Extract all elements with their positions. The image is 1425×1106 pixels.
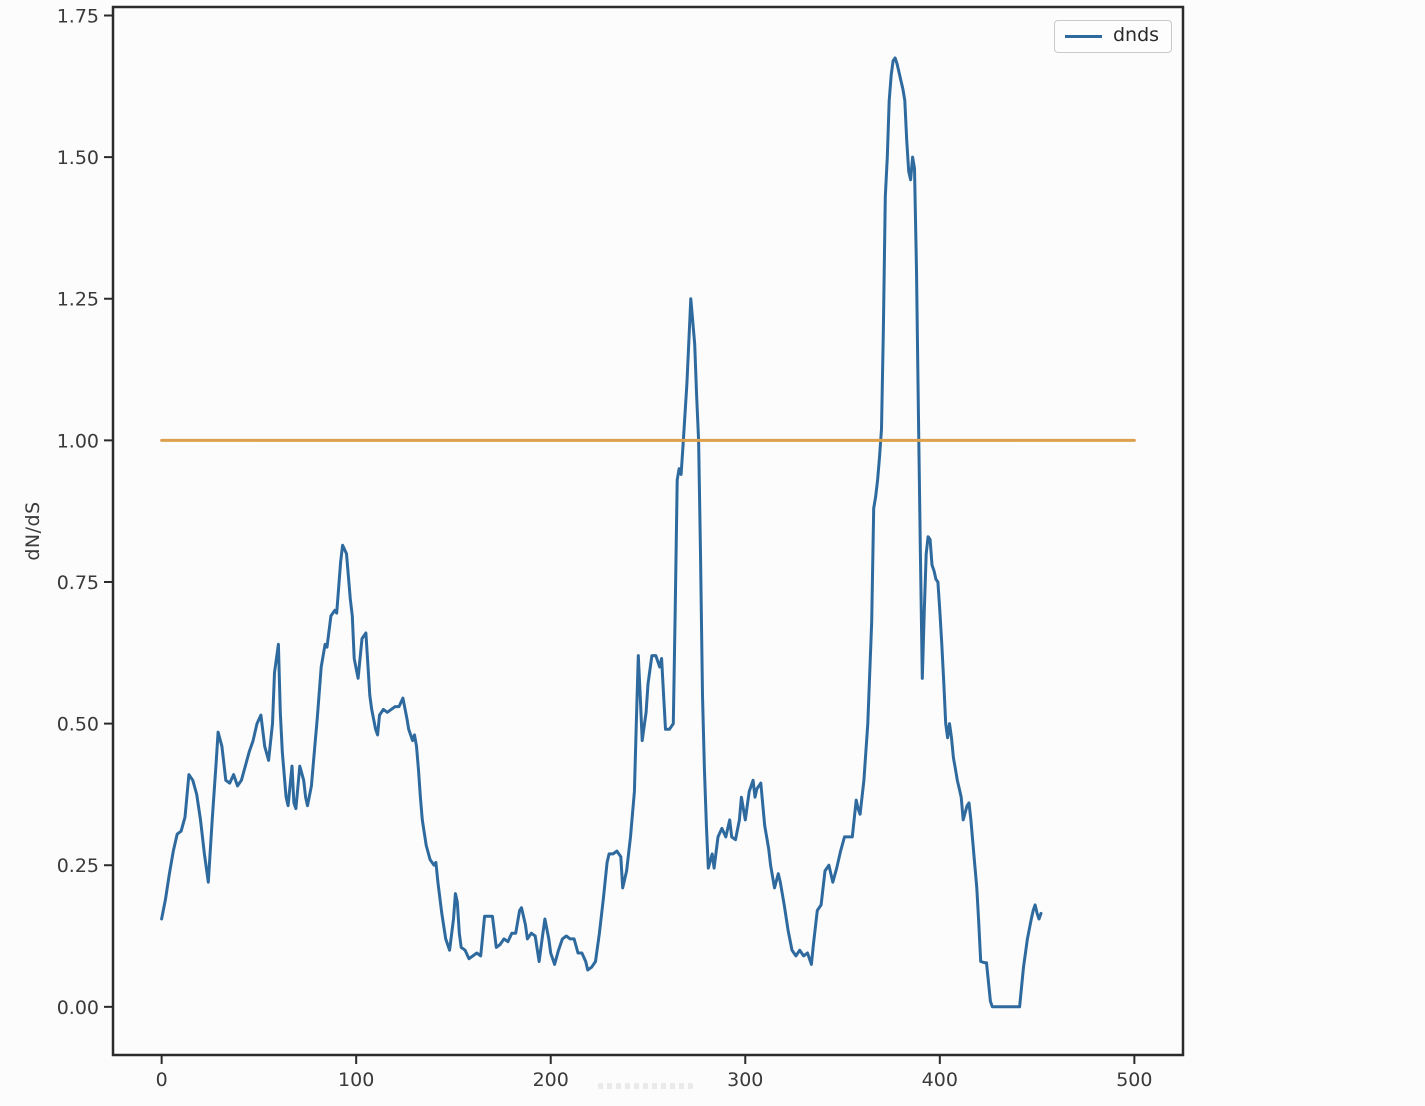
x-tick-label: 100	[338, 1069, 374, 1091]
plot-frame	[111, 5, 1185, 1057]
y-tick-label: 0.50	[57, 714, 99, 736]
y-tick-label: 0.00	[57, 997, 99, 1019]
x-tick-label: 200	[533, 1069, 569, 1091]
y-tick-label: 1.50	[57, 147, 99, 169]
x-tick-label: 300	[727, 1069, 763, 1091]
y-tick-label: 0.25	[57, 855, 99, 877]
legend-label: dnds	[1113, 24, 1160, 46]
y-tick-label: 1.75	[57, 5, 99, 27]
y-tick-label: 0.75	[57, 572, 99, 594]
series-dnds	[160, 56, 1043, 1009]
x-tick-label: 0	[156, 1069, 168, 1091]
y-axis-label: dN/dS	[22, 501, 44, 561]
x-tick-label: 400	[922, 1069, 958, 1091]
x-tick-label: 500	[1116, 1069, 1152, 1091]
xaxis-label-cropped	[598, 1083, 693, 1089]
legend-box: dnds	[1054, 20, 1173, 53]
y-tick-label: 1.00	[57, 430, 99, 452]
legend-line-sample	[1065, 35, 1102, 38]
y-tick-label: 1.25	[57, 289, 99, 311]
